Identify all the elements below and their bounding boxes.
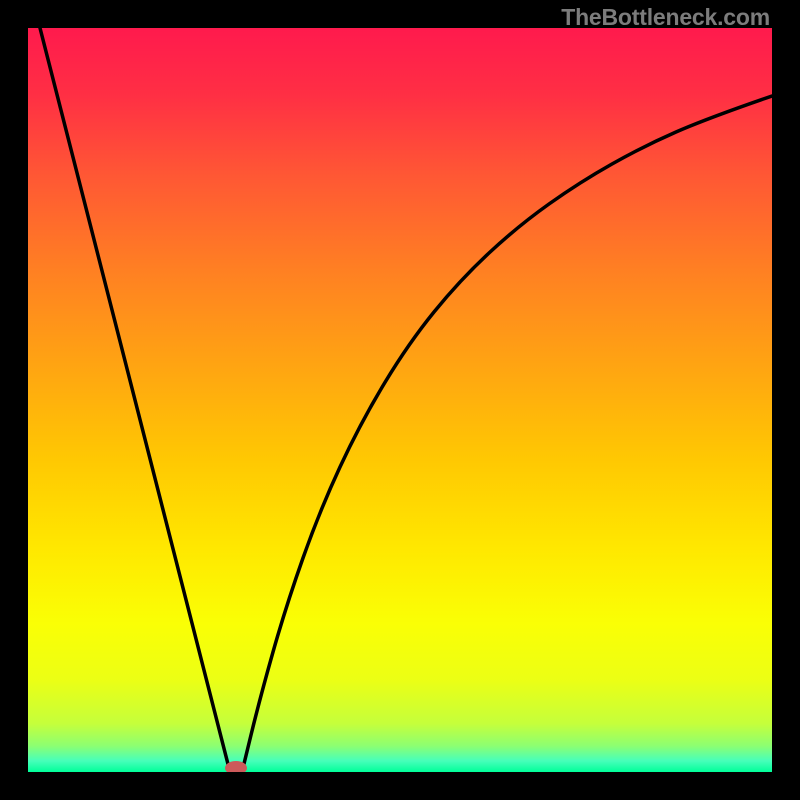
bottleneck-curve (40, 28, 772, 772)
chart-frame: TheBottleneck.com (0, 0, 800, 800)
curve-layer (28, 28, 772, 772)
watermark-text: TheBottleneck.com (561, 4, 770, 31)
plot-area (28, 28, 772, 772)
